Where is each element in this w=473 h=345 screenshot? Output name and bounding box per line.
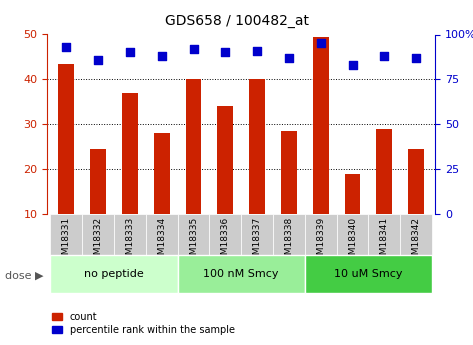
Text: no peptide: no peptide <box>84 269 144 279</box>
FancyBboxPatch shape <box>114 214 146 255</box>
Bar <box>313 37 329 214</box>
Text: GSM18332: GSM18332 <box>94 217 103 266</box>
FancyBboxPatch shape <box>178 214 210 255</box>
Text: GSM18331: GSM18331 <box>62 217 71 266</box>
Text: GDS658 / 100482_at: GDS658 / 100482_at <box>165 14 308 28</box>
Text: GSM18336: GSM18336 <box>221 217 230 266</box>
FancyBboxPatch shape <box>51 214 82 255</box>
Bar <box>122 93 138 214</box>
Text: 10 uM Smcy: 10 uM Smcy <box>334 269 403 279</box>
Bar <box>281 131 297 214</box>
Bar <box>408 149 424 214</box>
FancyBboxPatch shape <box>305 214 337 255</box>
Point <box>254 48 261 53</box>
FancyBboxPatch shape <box>51 255 178 293</box>
Point <box>126 50 134 55</box>
Text: GSM18339: GSM18339 <box>316 217 325 266</box>
Point <box>95 57 102 62</box>
Bar <box>249 79 265 214</box>
FancyBboxPatch shape <box>82 214 114 255</box>
Point <box>221 50 229 55</box>
Bar <box>154 133 170 214</box>
Point <box>349 62 356 68</box>
FancyBboxPatch shape <box>273 214 305 255</box>
Text: GSM18341: GSM18341 <box>380 217 389 266</box>
Point <box>412 55 420 61</box>
FancyBboxPatch shape <box>305 255 432 293</box>
FancyBboxPatch shape <box>400 214 432 255</box>
Text: GSM18333: GSM18333 <box>125 217 134 266</box>
Bar <box>90 149 106 214</box>
Bar <box>218 106 233 214</box>
Point <box>158 53 166 59</box>
Legend: count, percentile rank within the sample: count, percentile rank within the sample <box>52 312 235 335</box>
Text: GSM18338: GSM18338 <box>284 217 293 266</box>
FancyBboxPatch shape <box>210 214 241 255</box>
Point <box>380 53 388 59</box>
FancyBboxPatch shape <box>337 214 368 255</box>
Text: dose ▶: dose ▶ <box>5 271 43 281</box>
Text: 100 nM Smcy: 100 nM Smcy <box>203 269 279 279</box>
Point <box>190 46 197 52</box>
Bar <box>185 79 201 214</box>
Point <box>317 41 324 46</box>
Point <box>285 55 293 61</box>
Text: GSM18340: GSM18340 <box>348 217 357 266</box>
Bar <box>344 174 360 214</box>
Point <box>62 44 70 50</box>
FancyBboxPatch shape <box>146 214 178 255</box>
FancyBboxPatch shape <box>368 214 400 255</box>
Text: GSM18334: GSM18334 <box>157 217 166 266</box>
FancyBboxPatch shape <box>178 255 305 293</box>
Bar <box>377 129 392 214</box>
Text: GSM18342: GSM18342 <box>412 217 420 266</box>
Text: GSM18337: GSM18337 <box>253 217 262 266</box>
Bar <box>59 64 74 214</box>
FancyBboxPatch shape <box>241 214 273 255</box>
Text: GSM18335: GSM18335 <box>189 217 198 266</box>
